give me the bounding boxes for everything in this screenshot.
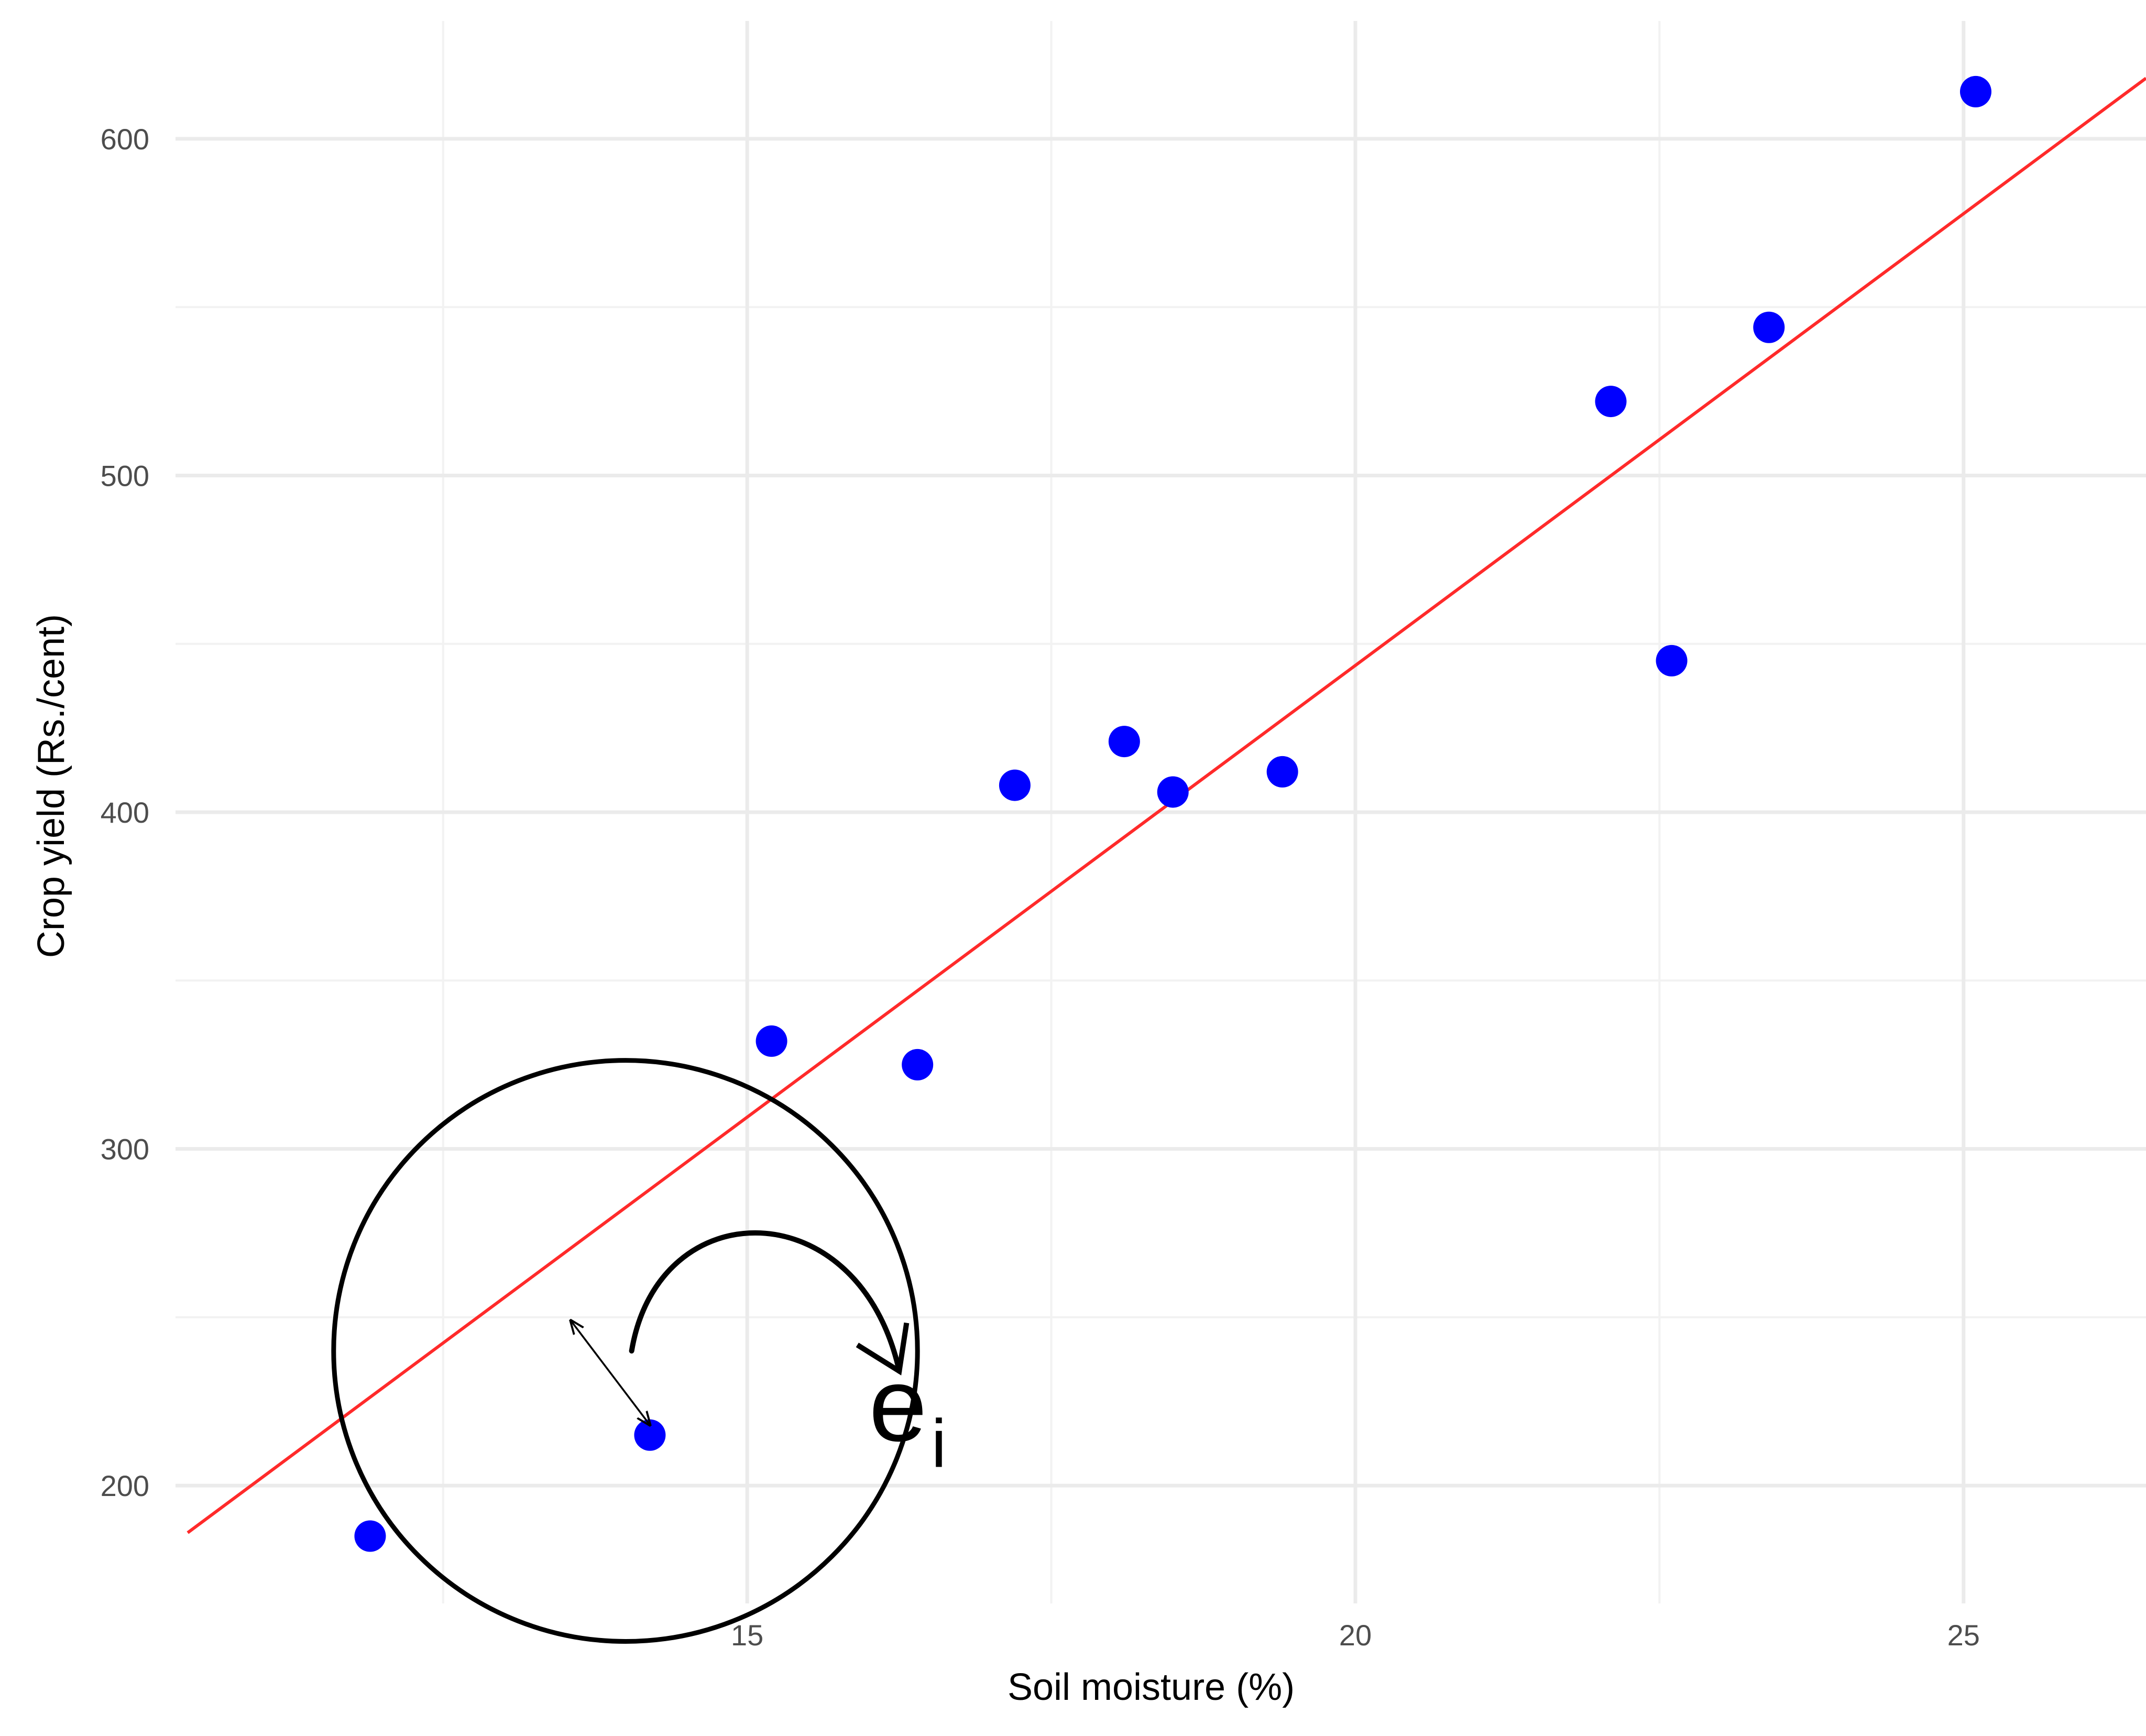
data-point (756, 1025, 787, 1057)
y-axis-title: Crop yield (Rs./cent) (30, 614, 72, 958)
data-point (1266, 756, 1298, 788)
minor-gridlines (176, 21, 2146, 1603)
x-axis-tick-labels: 15 20 25 (731, 1619, 1980, 1652)
x-tick-label: 25 (1947, 1619, 1980, 1652)
data-point (999, 769, 1031, 801)
residual-double-arrow (571, 1320, 650, 1425)
data-point (1108, 726, 1140, 758)
annotation-circle (331, 1058, 920, 1644)
y-tick-label: 200 (101, 1469, 149, 1502)
curved-arrow-head (856, 1322, 910, 1375)
data-point (1959, 75, 1991, 107)
data-point (1753, 311, 1785, 343)
residual-annotation: ei (331, 1058, 946, 1644)
data-point (1656, 645, 1688, 676)
x-tick-label: 20 (1339, 1619, 1372, 1652)
data-point (354, 1520, 386, 1552)
data-points (354, 75, 1991, 1552)
y-axis-tick-labels: 200 300 400 500 600 (101, 123, 149, 1502)
residual-label-base: e (869, 1346, 927, 1463)
y-tick-label: 500 (101, 459, 149, 492)
curved-arrow (629, 1230, 902, 1374)
major-gridlines (176, 21, 2146, 1603)
residual-label-subscript: i (932, 1405, 947, 1481)
y-tick-label: 600 (101, 123, 149, 156)
x-axis-title: Soil moisture (%) (1008, 1666, 1295, 1708)
x-tick-label: 15 (731, 1619, 763, 1652)
residual-label: ei (869, 1346, 946, 1481)
y-tick-label: 400 (101, 796, 149, 829)
data-point (902, 1049, 934, 1080)
data-point (1595, 386, 1627, 418)
y-tick-label: 300 (101, 1133, 149, 1166)
data-point (1157, 776, 1189, 808)
